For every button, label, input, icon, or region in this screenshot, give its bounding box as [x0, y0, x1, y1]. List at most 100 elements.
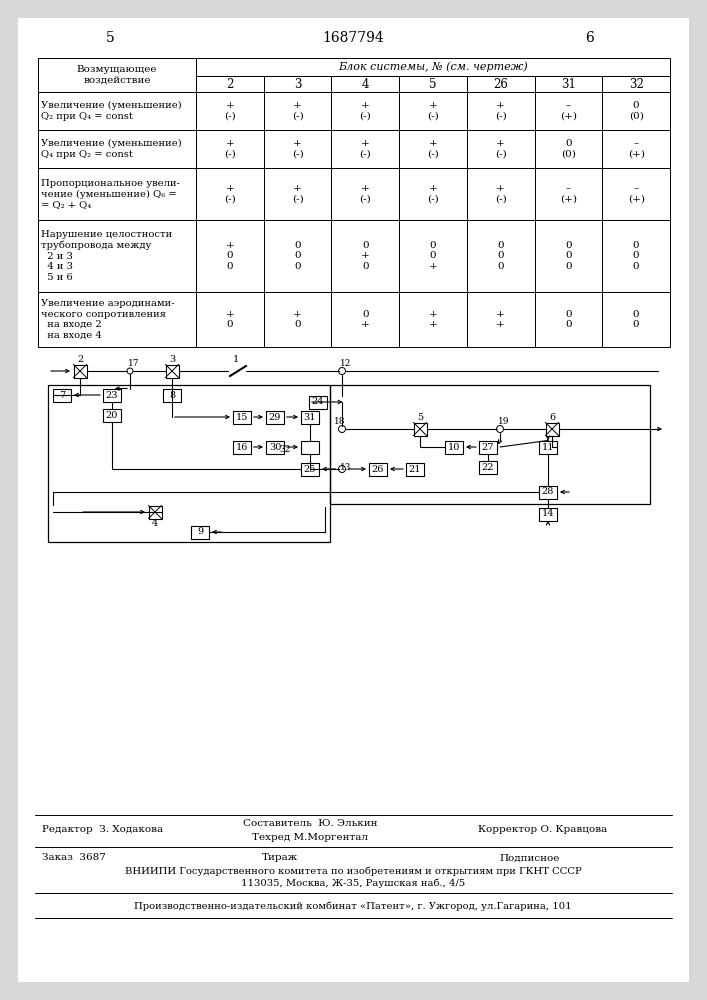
- Bar: [467, 220, 534, 292]
- Text: 23: 23: [106, 390, 118, 399]
- Text: 19: 19: [498, 416, 510, 426]
- Bar: [53, 388, 71, 401]
- Bar: [38, 168, 196, 220]
- Bar: [301, 462, 319, 476]
- Bar: [467, 92, 534, 130]
- Bar: [467, 76, 534, 92]
- Bar: [233, 440, 251, 454]
- Text: Блок системы, № (см. чертеж): Блок системы, № (см. чертеж): [338, 62, 528, 72]
- Text: 25: 25: [304, 464, 316, 474]
- Text: 31: 31: [561, 78, 576, 91]
- Text: 4: 4: [152, 520, 158, 528]
- Bar: [332, 292, 399, 347]
- Bar: [330, 385, 650, 504]
- Bar: [414, 422, 426, 436]
- Bar: [602, 76, 670, 92]
- Text: 6: 6: [549, 414, 555, 422]
- Text: +
(-): + (-): [427, 101, 439, 121]
- Text: +
(-): + (-): [359, 184, 371, 204]
- Bar: [332, 220, 399, 292]
- Text: Заказ  3687: Заказ 3687: [42, 854, 106, 862]
- Text: 0
0
+: 0 0 +: [428, 241, 438, 271]
- Bar: [399, 76, 467, 92]
- Text: +
(-): + (-): [359, 139, 371, 159]
- Bar: [196, 58, 670, 76]
- Text: 27: 27: [481, 442, 494, 452]
- Text: 17: 17: [128, 359, 140, 367]
- Text: +
(-): + (-): [292, 184, 303, 204]
- Bar: [399, 292, 467, 347]
- Bar: [399, 168, 467, 220]
- Text: +
(-): + (-): [224, 184, 235, 204]
- Text: 20: 20: [106, 410, 118, 420]
- Text: Пропорциональное увели-
чение (уменьшение) Q₆ =
= Q₂ + Q₄: Пропорциональное увели- чение (уменьшени…: [41, 179, 180, 209]
- Text: 26: 26: [493, 78, 508, 91]
- Text: 0
(0): 0 (0): [561, 139, 576, 159]
- Text: 0
+: 0 +: [361, 310, 370, 329]
- Bar: [546, 422, 559, 436]
- Circle shape: [339, 426, 346, 432]
- Text: 32: 32: [279, 444, 291, 454]
- Text: –
(+): – (+): [628, 184, 645, 204]
- Bar: [196, 130, 264, 168]
- Bar: [602, 292, 670, 347]
- Text: Возмущающее
воздействие: Возмущающее воздействие: [77, 65, 157, 85]
- Bar: [148, 506, 161, 518]
- Bar: [196, 168, 264, 220]
- Bar: [602, 168, 670, 220]
- Text: Тираж: Тираж: [262, 854, 298, 862]
- Bar: [539, 440, 557, 454]
- Bar: [399, 130, 467, 168]
- Text: 26: 26: [372, 464, 384, 474]
- Bar: [602, 130, 670, 168]
- Text: +
(-): + (-): [495, 184, 507, 204]
- Text: +
(-): + (-): [359, 101, 371, 121]
- Bar: [406, 462, 424, 476]
- Text: Увеличение (уменьшение)
Q₄ при Q₂ = const: Увеличение (уменьшение) Q₄ при Q₂ = cons…: [41, 139, 182, 159]
- Text: 21: 21: [409, 464, 421, 474]
- Text: +
(-): + (-): [224, 101, 235, 121]
- Text: +
(-): + (-): [224, 139, 235, 159]
- Text: +
0: + 0: [293, 310, 302, 329]
- Text: 1: 1: [233, 355, 239, 363]
- Bar: [38, 130, 196, 168]
- Bar: [38, 92, 196, 130]
- Bar: [534, 292, 602, 347]
- Text: 9: 9: [197, 528, 203, 536]
- Text: +
(-): + (-): [495, 139, 507, 159]
- Text: +
(-): + (-): [427, 184, 439, 204]
- Bar: [399, 92, 467, 130]
- Bar: [539, 486, 557, 498]
- Text: +
(-): + (-): [292, 101, 303, 121]
- Circle shape: [339, 466, 346, 473]
- Bar: [534, 168, 602, 220]
- Text: 2: 2: [226, 78, 233, 91]
- Bar: [191, 526, 209, 538]
- Text: –
(+): – (+): [560, 101, 577, 121]
- Bar: [399, 220, 467, 292]
- Bar: [264, 168, 332, 220]
- Bar: [534, 130, 602, 168]
- Text: +
+: + +: [428, 310, 438, 329]
- Text: 31: 31: [304, 412, 316, 422]
- Bar: [196, 292, 264, 347]
- Text: 15: 15: [236, 412, 248, 422]
- Bar: [74, 364, 86, 377]
- Bar: [534, 92, 602, 130]
- Bar: [233, 410, 251, 424]
- Text: 0
0
0: 0 0 0: [633, 241, 639, 271]
- Text: 8: 8: [169, 390, 175, 399]
- Text: 28: 28: [542, 488, 554, 496]
- Text: Корректор О. Кравцова: Корректор О. Кравцова: [479, 826, 607, 834]
- Circle shape: [127, 368, 133, 374]
- Bar: [467, 168, 534, 220]
- Bar: [332, 168, 399, 220]
- Text: 113035, Москва, Ж-35, Раушская наб., 4/5: 113035, Москва, Ж-35, Раушская наб., 4/5: [241, 878, 465, 888]
- Text: Составитель  Ю. Элькин: Составитель Ю. Элькин: [243, 820, 378, 828]
- Bar: [165, 364, 178, 377]
- Bar: [264, 92, 332, 130]
- Bar: [479, 440, 497, 454]
- Text: 5: 5: [417, 414, 423, 422]
- Text: Производственно-издательский комбинат «Патент», г. Ужгород, ул.Гагарина, 101: Производственно-издательский комбинат «П…: [134, 901, 572, 911]
- Bar: [467, 292, 534, 347]
